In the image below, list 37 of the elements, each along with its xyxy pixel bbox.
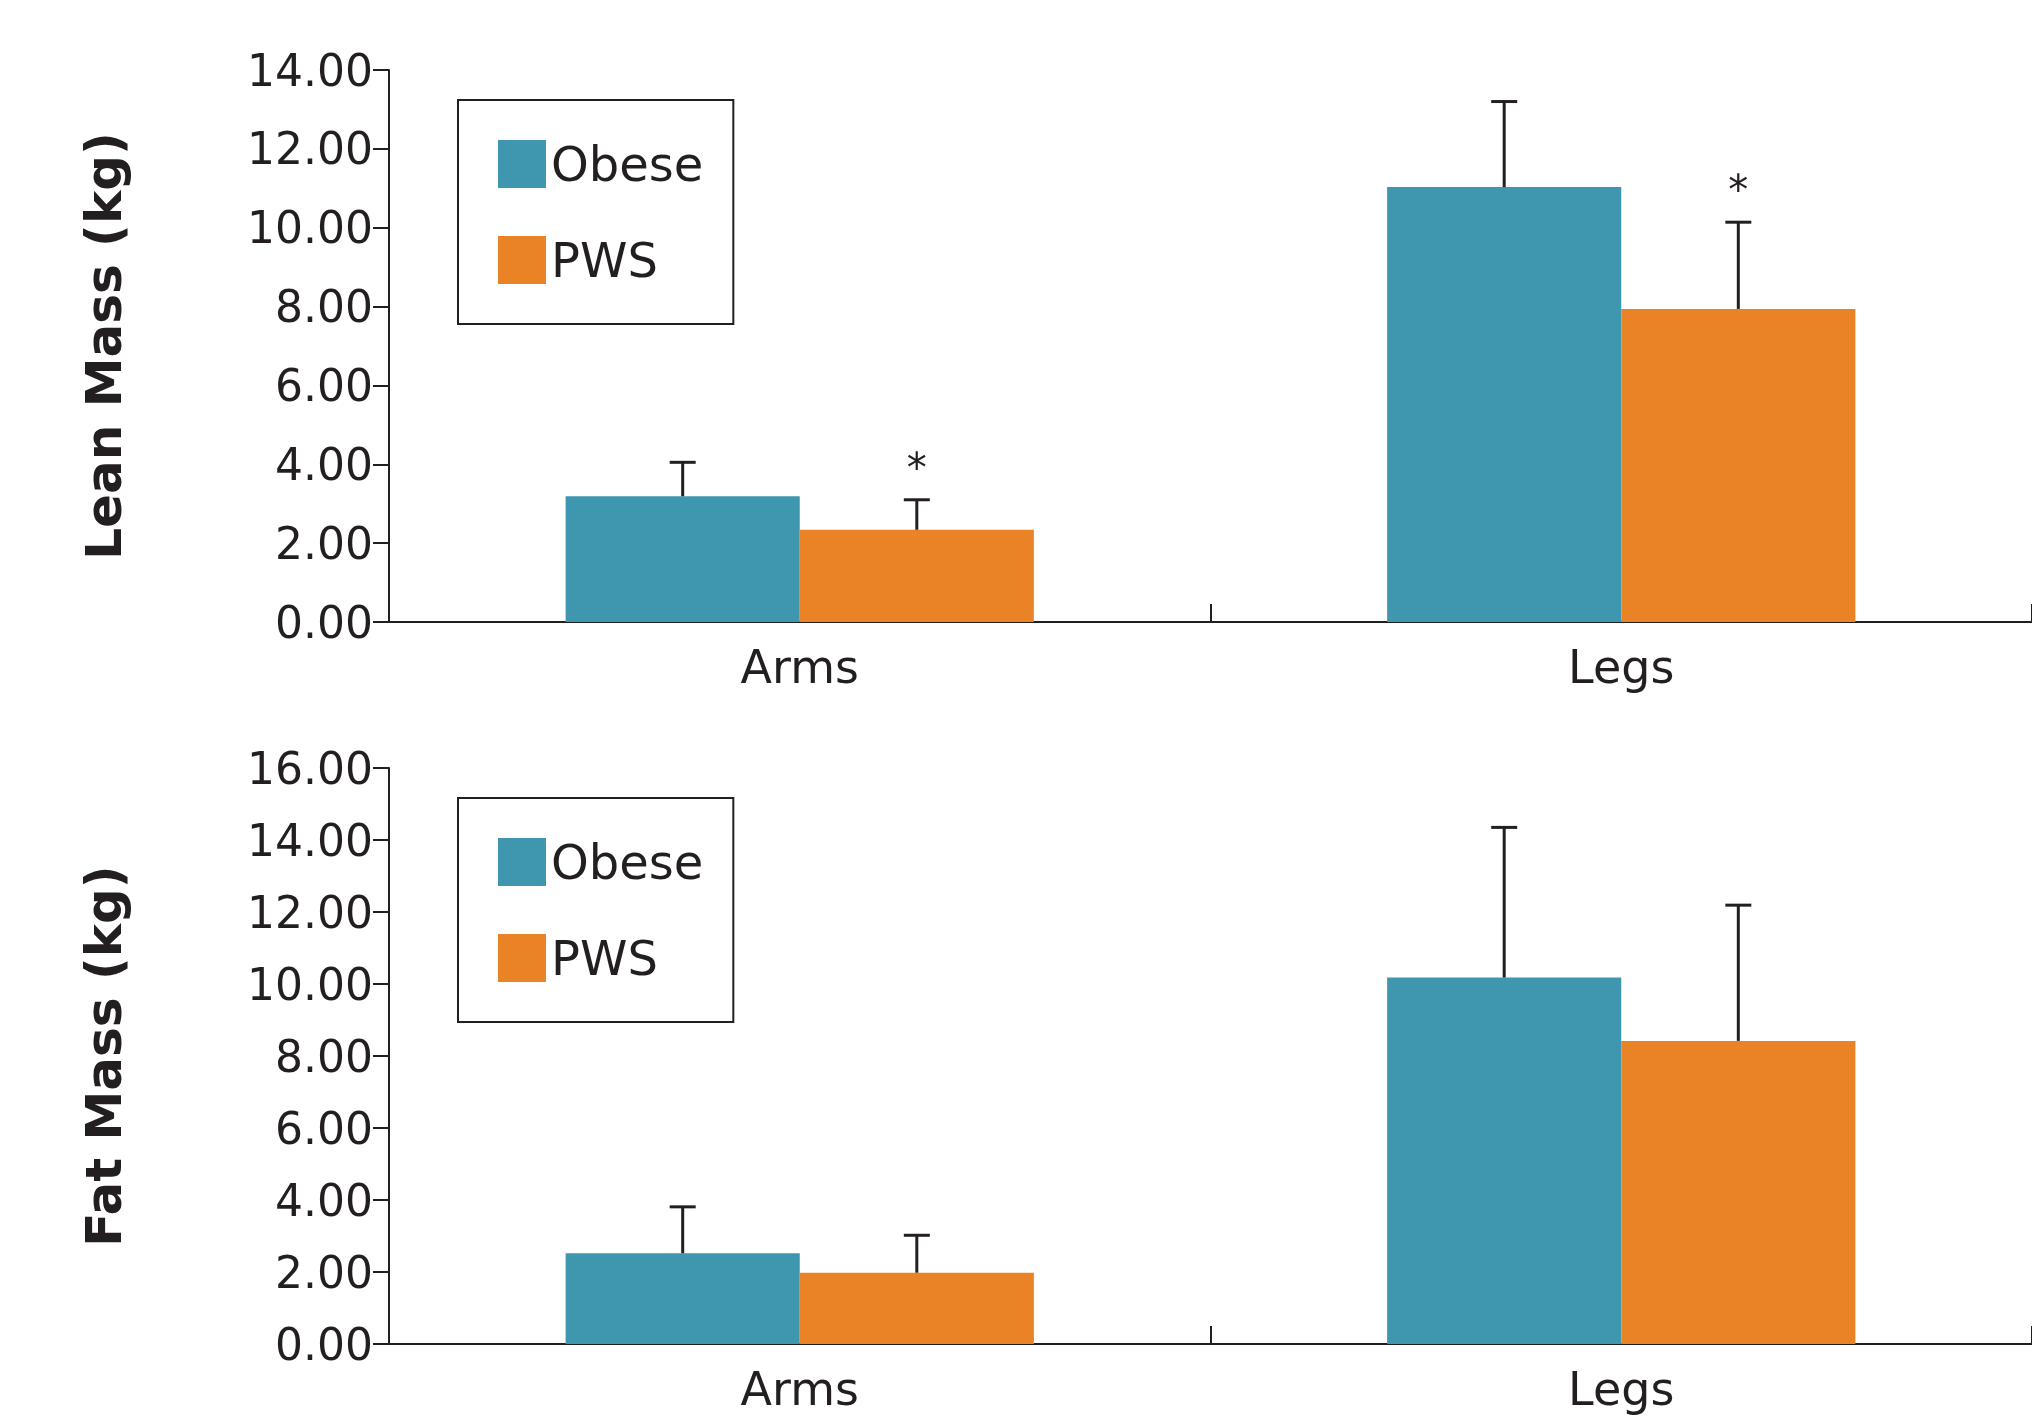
y-tick-label: 6.00 [275,1102,373,1154]
y-tick-label: 8.00 [275,281,373,333]
bar [1621,308,1856,622]
bar [1387,977,1622,1344]
annotation: * [1728,167,1749,214]
x-tick-label: Arms [740,1362,859,1416]
x-tick-label: Legs [1568,1362,1675,1416]
bar [565,1253,800,1344]
y-tick-label: 8.00 [275,1030,373,1082]
y-tick-label: 12.00 [247,123,373,175]
y-tick-label: 2.00 [275,517,373,569]
y-tick-label: 0.00 [275,596,373,648]
y-axis-title: Fat Mass (kg) [75,865,133,1247]
bar [1387,187,1622,622]
y-tick-label: 16.00 [247,742,373,794]
x-tick-label: Legs [1568,640,1675,694]
y-tick-label: 14.00 [247,44,373,96]
x-tick-label: Arms [740,640,859,694]
bar [799,1272,1034,1344]
legend-label: PWS [551,930,658,986]
legend-label: PWS [551,232,658,288]
y-tick-label: 10.00 [247,958,373,1010]
y-tick-label: 12.00 [247,886,373,938]
bar [565,496,800,622]
y-tick-label: 0.00 [275,1318,373,1370]
legend-label: Obese [551,136,704,192]
y-axis-title: Lean Mass (kg) [75,132,133,560]
y-tick-label: 4.00 [275,1174,373,1226]
bar [799,529,1034,622]
y-tick-label: 2.00 [275,1246,373,1298]
legend-label: Obese [551,834,704,890]
bar [1621,1040,1856,1344]
y-tick-label: 10.00 [247,202,373,254]
y-tick-label: 6.00 [275,359,373,411]
annotation: * [906,444,927,491]
y-tick-label: 4.00 [275,438,373,490]
y-tick-label: 14.00 [247,814,373,866]
